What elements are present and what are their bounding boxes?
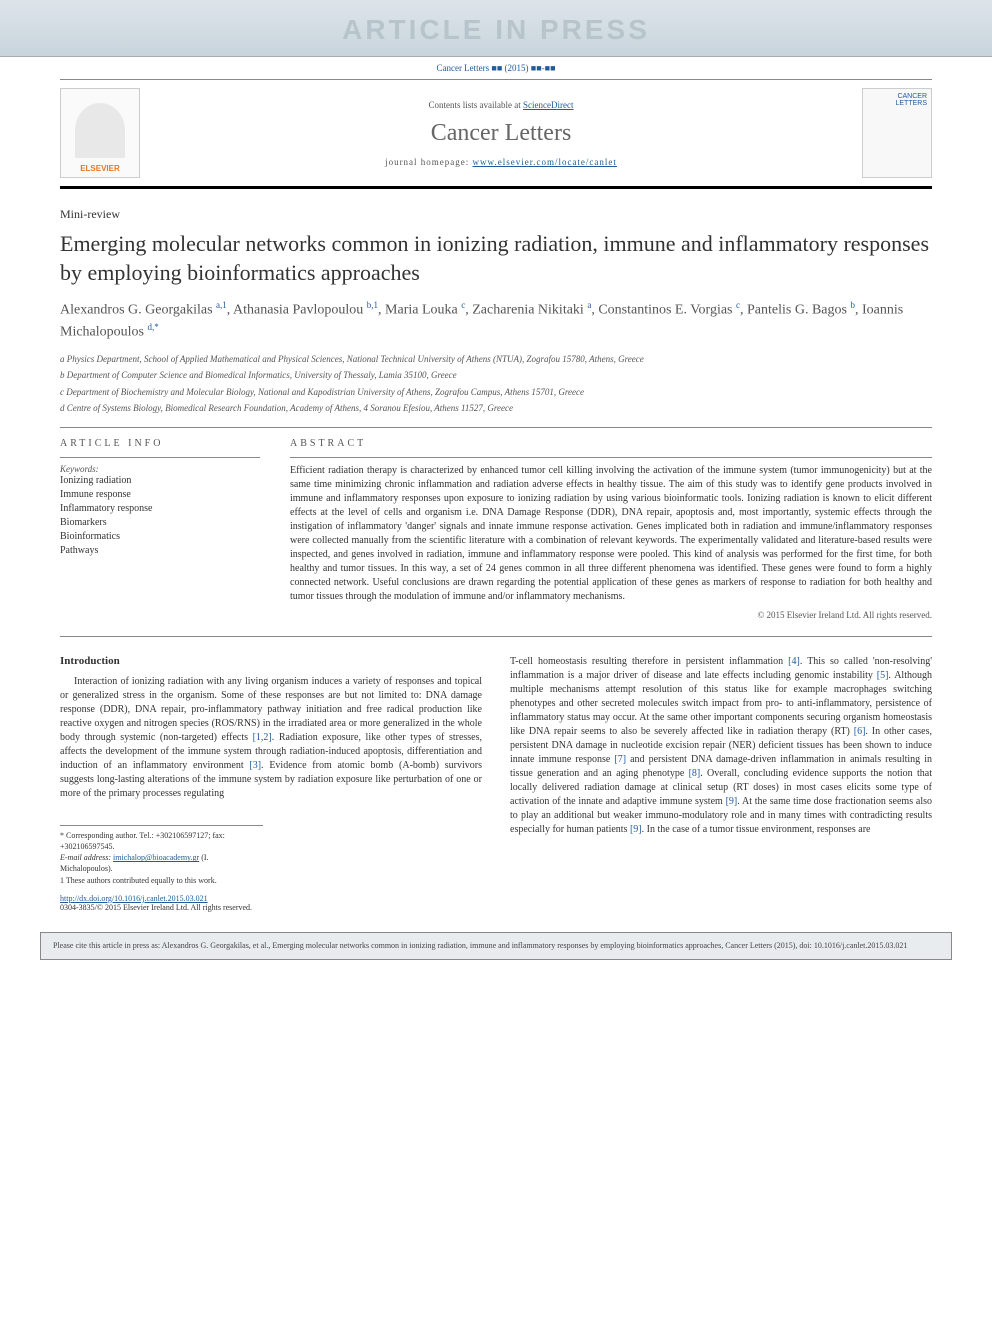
- keyword: Immune response: [60, 488, 260, 502]
- abstract-column: ABSTRACT Efficient radiation therapy is …: [290, 438, 932, 620]
- homepage-line: journal homepage: www.elsevier.com/locat…: [160, 157, 842, 167]
- citation-box: Please cite this article in press as: Al…: [40, 932, 952, 960]
- right-column: T-cell homeostasis resulting therefore i…: [510, 655, 932, 912]
- affiliation: c Department of Biochemistry and Molecul…: [60, 386, 932, 399]
- article-title: Emerging molecular networks common in io…: [60, 230, 932, 287]
- homepage-link[interactable]: www.elsevier.com/locate/canlet: [473, 157, 617, 167]
- article-type: Mini-review: [60, 207, 932, 222]
- affiliations: a Physics Department, School of Applied …: [60, 353, 932, 415]
- affiliation: d Centre of Systems Biology, Biomedical …: [60, 402, 932, 415]
- doi-link[interactable]: http://dx.doi.org/10.1016/j.canlet.2015.…: [60, 894, 208, 903]
- keyword: Bioinformatics: [60, 530, 260, 544]
- ref-link[interactable]: [9]: [726, 796, 738, 807]
- article-in-press-banner: ARTICLE IN PRESS: [0, 0, 992, 57]
- ref-link[interactable]: [3]: [249, 760, 261, 771]
- sciencedirect-link[interactable]: ScienceDirect: [523, 100, 573, 110]
- email-link[interactable]: imichalop@bioacademy.gr: [113, 853, 199, 862]
- doi-block: http://dx.doi.org/10.1016/j.canlet.2015.…: [60, 894, 482, 912]
- header-center: Contents lists available at ScienceDirec…: [160, 100, 842, 167]
- info-abstract-row: ARTICLE INFO Keywords: Ionizing radiatio…: [60, 438, 932, 620]
- authors: Alexandros G. Georgakilas a,1, Athanasia…: [60, 299, 932, 342]
- journal-cover-thumb: CANCER LETTERS: [862, 88, 932, 178]
- page: ARTICLE IN PRESS Cancer Letters ■■ (2015…: [0, 0, 992, 1323]
- corresponding-author: * Corresponding author. Tel.: +302106597…: [60, 830, 263, 852]
- elsevier-tree-icon: [75, 103, 125, 158]
- introduction-heading: Introduction: [60, 655, 482, 667]
- issn-copyright: 0304-3835/© 2015 Elsevier Ireland Ltd. A…: [60, 903, 252, 912]
- journal-header: ELSEVIER Contents lists available at Sci…: [60, 79, 932, 189]
- banner-text: ARTICLE IN PRESS: [0, 14, 992, 46]
- body-paragraph: T-cell homeostasis resulting therefore i…: [510, 655, 932, 837]
- article-content: Mini-review Emerging molecular networks …: [0, 189, 992, 912]
- affiliation: b Department of Computer Science and Bio…: [60, 369, 932, 382]
- ref-link[interactable]: [9]: [630, 824, 642, 835]
- email-line: E-mail address: imichalop@bioacademy.gr …: [60, 852, 263, 874]
- ref-link[interactable]: [8]: [689, 768, 701, 779]
- elsevier-label: ELSEVIER: [80, 164, 120, 173]
- keywords-list: Ionizing radiationImmune responseInflamm…: [60, 474, 260, 558]
- divider: [60, 636, 932, 637]
- keyword: Ionizing radiation: [60, 474, 260, 488]
- keyword: Pathways: [60, 544, 260, 558]
- keyword: Biomarkers: [60, 516, 260, 530]
- article-info-column: ARTICLE INFO Keywords: Ionizing radiatio…: [60, 438, 260, 620]
- contents-line: Contents lists available at ScienceDirec…: [160, 100, 842, 110]
- divider: [60, 457, 260, 458]
- ref-link[interactable]: [1,2]: [253, 732, 272, 743]
- article-info-label: ARTICLE INFO: [60, 438, 260, 449]
- divider: [60, 427, 932, 428]
- left-column: Introduction Interaction of ionizing rad…: [60, 655, 482, 912]
- abstract-copyright: © 2015 Elsevier Ireland Ltd. All rights …: [290, 610, 932, 620]
- journal-name: Cancer Letters: [160, 120, 842, 147]
- equal-contribution: 1 These authors contributed equally to t…: [60, 875, 263, 886]
- abstract-text: Efficient radiation therapy is character…: [290, 464, 932, 604]
- footnotes: * Corresponding author. Tel.: +302106597…: [60, 825, 263, 886]
- ref-link[interactable]: [6]: [854, 726, 866, 737]
- journal-reference: Cancer Letters ■■ (2015) ■■-■■: [0, 57, 992, 79]
- elsevier-logo: ELSEVIER: [60, 88, 140, 178]
- ref-link[interactable]: [7]: [614, 754, 626, 765]
- affiliation: a Physics Department, School of Applied …: [60, 353, 932, 366]
- abstract-label: ABSTRACT: [290, 438, 932, 449]
- body-paragraph: Interaction of ionizing radiation with a…: [60, 675, 482, 801]
- keyword: Inflammatory response: [60, 502, 260, 516]
- ref-link[interactable]: [5]: [877, 670, 889, 681]
- body-columns: Introduction Interaction of ionizing rad…: [60, 655, 932, 912]
- divider: [290, 457, 932, 458]
- keywords-label: Keywords:: [60, 464, 260, 474]
- ref-link[interactable]: [4]: [788, 656, 800, 667]
